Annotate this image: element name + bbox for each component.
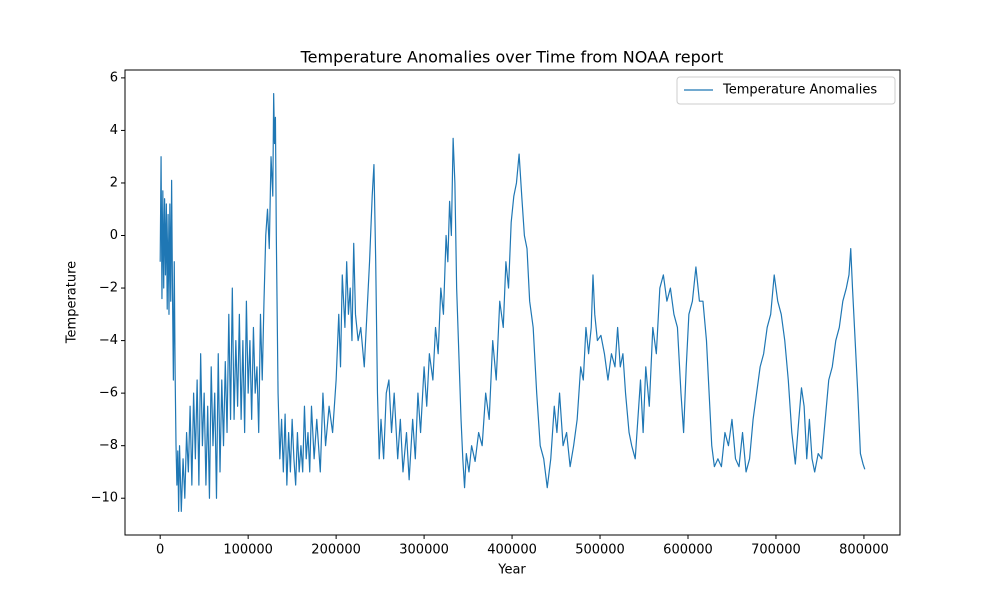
x-axis-label: Year [497, 563, 526, 578]
y-tick-label: −8 [99, 438, 118, 453]
y-tick-label: 2 [110, 175, 118, 190]
y-tick-label: −6 [99, 386, 118, 401]
x-tick-label: 300000 [399, 543, 449, 558]
legend-box [676, 76, 896, 105]
x-tick-label: 600000 [663, 543, 713, 558]
x-tick-label: 200000 [311, 543, 361, 558]
x-tick-label: 400000 [487, 543, 537, 558]
y-tick-label: −2 [99, 281, 118, 296]
y-tick-label: −10 [91, 491, 118, 506]
x-tick-label: 800000 [839, 543, 889, 558]
y-axis-label: Temperature [65, 261, 80, 344]
y-tick-label: 4 [110, 123, 118, 138]
x-tick-label: 500000 [575, 543, 625, 558]
x-tick-label: 700000 [751, 543, 801, 558]
plot-frame [124, 69, 901, 536]
x-tick-label: 0 [156, 543, 164, 558]
y-tick-label: 6 [110, 70, 118, 85]
chart-title: Temperature Anomalies over Time from NOA… [300, 48, 724, 67]
legend-label: Temperature Anomalies [722, 83, 877, 98]
line-series [159, 93, 866, 512]
y-tick-label: 0 [110, 228, 118, 243]
y-tick-label: −4 [99, 333, 118, 348]
x-tick-label: 100000 [223, 543, 273, 558]
